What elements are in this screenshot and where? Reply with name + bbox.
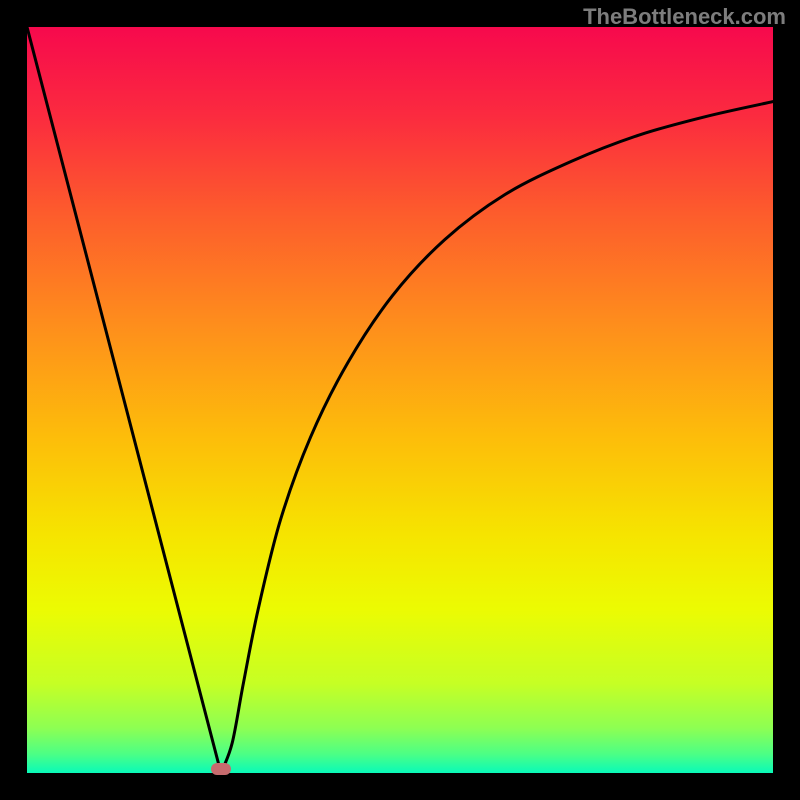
watermark-text: TheBottleneck.com [583,4,786,30]
plot-area [27,27,773,773]
curve-path [27,27,773,773]
bottleneck-curve [27,27,773,773]
optimal-marker [211,763,231,775]
chart-container: TheBottleneck.com [0,0,800,800]
